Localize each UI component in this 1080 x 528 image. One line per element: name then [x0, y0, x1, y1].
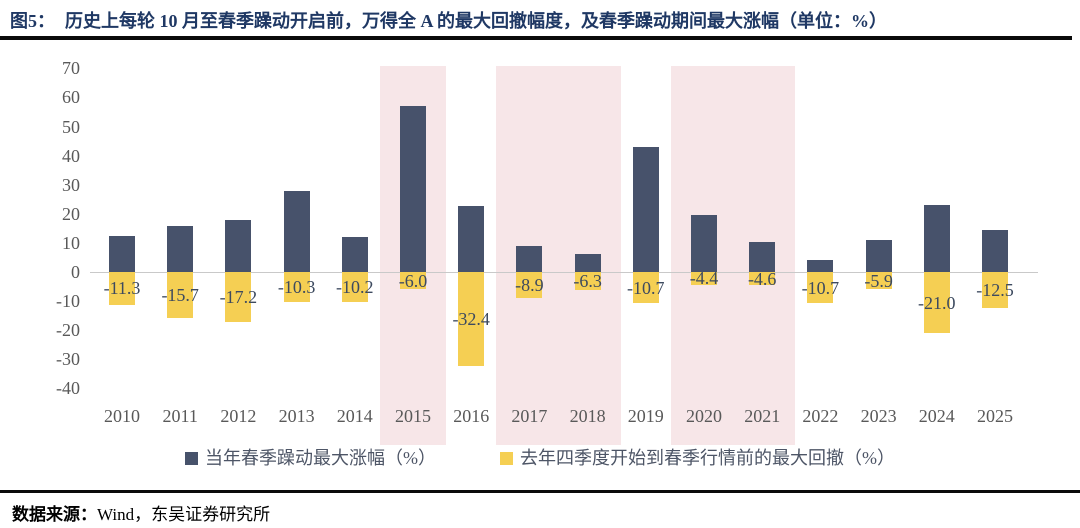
legend-label-gain: 当年春季躁动最大涨幅（%） — [205, 448, 436, 468]
bar-gain — [923, 205, 950, 272]
figure-title-text: 历史上每轮 10 月至春季躁动开启前，万得全 A 的最大回撤幅度，及春季躁动期间… — [65, 11, 888, 31]
data-source-label: 数据来源： — [12, 505, 97, 524]
y-axis-tick-label: 10 — [62, 232, 80, 253]
bar-gain — [458, 205, 485, 272]
y-axis-tick-label: 20 — [62, 203, 80, 224]
data-source: 数据来源：Wind，东吴证券研究所 — [12, 500, 270, 525]
y-axis-tick-label: 0 — [71, 262, 80, 282]
bar-drawdown — [400, 272, 426, 290]
bar-gain — [341, 237, 368, 272]
data-source-text: Wind，东吴证券研究所 — [97, 505, 271, 524]
bar-drawdown — [283, 272, 310, 302]
y-axis-tick-label: 70 — [62, 58, 80, 79]
bar-drawdown — [691, 272, 717, 285]
y-axis-tick-label: -20 — [56, 320, 80, 341]
bar-gain — [283, 190, 310, 272]
bar-gain — [516, 246, 543, 272]
legend-label-drawdown: 去年四季度开始到春季行情前的最大回撤（%） — [520, 448, 895, 468]
drawdown-value-label: -8.9 — [515, 274, 544, 295]
drawdown-value-label: -10.3 — [277, 276, 316, 297]
bar-drawdown — [807, 272, 834, 304]
y-axis-tick-label: -30 — [56, 349, 80, 370]
chart-legend: 当年春季躁动最大涨幅（%） 去年四季度开始到春季行情前的最大回撤（%） — [0, 449, 1080, 467]
drawdown-value-label: -6.3 — [573, 271, 602, 292]
figure-number: 图5： — [10, 11, 55, 31]
drawdown-value-label: -32.4 — [452, 309, 490, 330]
drawdown-value-label: -10.7 — [627, 277, 665, 298]
bar-drawdown — [923, 272, 950, 334]
bar-drawdown — [574, 272, 601, 291]
bar-gain — [807, 260, 834, 272]
y-axis-tick-label: -40 — [56, 378, 80, 399]
top-divider — [0, 36, 1072, 40]
y-axis-tick-label: 50 — [62, 116, 80, 137]
bar-drawdown — [109, 272, 135, 305]
x-axis-year-label: 2022 — [802, 406, 839, 426]
drawdown-value-label: -6.0 — [398, 270, 428, 291]
y-axis-tick-label: 60 — [62, 87, 80, 108]
x-axis-year-label: 2024 — [918, 406, 955, 426]
highlight-band — [496, 66, 621, 445]
bar-gain — [167, 226, 194, 272]
drawdown-value-label: -4.4 — [689, 268, 719, 289]
highlight-band — [671, 66, 796, 445]
x-axis-year-label: 2011 — [162, 406, 198, 426]
bar-gain — [865, 239, 892, 272]
bar-drawdown — [982, 272, 1008, 309]
drawdown-value-label: -12.5 — [976, 280, 1014, 301]
bar-drawdown — [167, 272, 194, 318]
x-axis-year-label: 2014 — [336, 406, 373, 426]
bar-gain — [225, 219, 252, 272]
bottom-divider — [0, 490, 1080, 493]
x-axis-year-label: 2021 — [744, 406, 781, 426]
bar-drawdown — [632, 272, 659, 304]
bar-gain — [982, 229, 1008, 272]
x-axis-year-label: 2023 — [860, 406, 897, 426]
bar-drawdown — [865, 272, 892, 290]
drawdown-value-label: -10.7 — [801, 277, 840, 298]
bar-gain — [691, 215, 717, 272]
x-axis-year-label: 2012 — [220, 406, 257, 426]
bar-drawdown — [749, 272, 776, 286]
bar-drawdown — [516, 272, 543, 298]
legend-item-gain: 当年春季躁动最大涨幅（%） — [185, 449, 436, 467]
x-axis-year-label: 2010 — [104, 406, 140, 426]
y-axis-tick-label: 30 — [62, 174, 80, 195]
bar-drawdown — [225, 272, 252, 323]
legend-item-drawdown: 去年四季度开始到春季行情前的最大回撤（%） — [500, 449, 895, 467]
x-axis-year-label: 2018 — [569, 406, 606, 426]
x-axis-year-label: 2013 — [278, 406, 315, 426]
bar-gain — [400, 106, 426, 272]
x-axis-year-label: 2020 — [686, 406, 722, 426]
x-axis-year-label: 2015 — [395, 406, 431, 426]
drawdown-value-label: -15.7 — [161, 284, 199, 305]
x-axis-year-label: 2016 — [453, 406, 490, 426]
bar-gain — [109, 236, 135, 272]
drawdown-value-label: -5.9 — [864, 270, 893, 291]
drawdown-value-label: -21.0 — [918, 292, 956, 313]
drawdown-value-label: -4.6 — [747, 268, 777, 289]
drawdown-value-label: -11.3 — [103, 278, 141, 299]
bar-drawdown — [341, 272, 368, 302]
chart-title: 图5： 历史上每轮 10 月至春季躁动开启前，万得全 A 的最大回撤幅度，及春季躁… — [10, 7, 1074, 33]
legend-swatch-drawdown-icon — [500, 451, 513, 465]
drawdown-value-label: -10.2 — [336, 276, 374, 297]
y-axis-tick-label: 40 — [62, 145, 80, 166]
bar-gain — [632, 147, 659, 272]
drawdown-value-label: -17.2 — [219, 287, 258, 308]
bar-drawdown — [458, 272, 485, 367]
zero-axis-line — [90, 272, 1038, 273]
y-axis-tick-label: -10 — [56, 291, 80, 312]
x-axis-year-label: 2019 — [627, 406, 664, 426]
bar-gain — [749, 242, 776, 272]
x-axis-year-label: 2025 — [977, 406, 1013, 426]
bar-gain — [574, 253, 601, 272]
x-axis-year-label: 2017 — [511, 406, 548, 426]
legend-swatch-gain-icon — [185, 451, 198, 465]
